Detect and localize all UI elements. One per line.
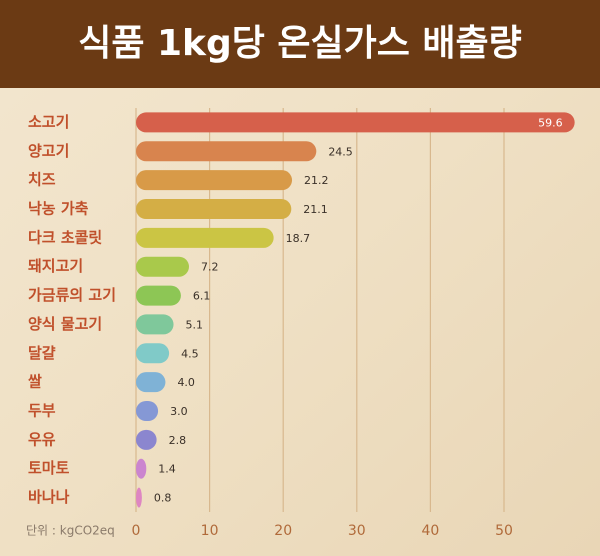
x-tick-label: 0 [132, 523, 141, 539]
bar [136, 458, 147, 479]
bar [136, 487, 142, 508]
value-label: 4.0 [177, 376, 195, 389]
y-tick-label: 우유 [28, 430, 56, 448]
chart-title: 식품 1kg당 온실가스 배출량 [78, 23, 522, 64]
y-tick-label: 달걀 [28, 344, 56, 362]
x-tick-label: 50 [495, 523, 513, 539]
bar [136, 372, 166, 393]
y-tick-label: 가금류의 고기 [28, 286, 116, 304]
y-tick-label: 양고기 [28, 142, 69, 160]
title-banner [0, 0, 600, 88]
value-label: 21.1 [303, 203, 328, 216]
bar [136, 112, 575, 133]
value-label: 6.1 [193, 290, 211, 303]
value-label: 2.8 [169, 434, 187, 447]
y-tick-label: 양식 물고기 [28, 315, 102, 333]
x-tick-label: 40 [421, 523, 439, 539]
x-tick-label: 30 [348, 523, 366, 539]
bar [136, 256, 189, 277]
bar [136, 343, 170, 364]
value-label: 5.1 [186, 318, 204, 331]
value-label: 3.0 [170, 405, 188, 418]
y-tick-label: 낙농 가축 [28, 200, 89, 218]
bar [136, 314, 174, 335]
value-label: 7.2 [201, 261, 219, 274]
unit-note: 단위 : kgCO2eq [26, 524, 115, 538]
value-label: 0.8 [154, 492, 172, 505]
value-label: 18.7 [286, 232, 311, 245]
bar [136, 285, 181, 306]
y-tick-label: 돼지고기 [28, 257, 83, 275]
bar [136, 401, 159, 421]
y-tick-label: 치즈 [28, 171, 56, 189]
y-tick-label: 쌀 [28, 373, 42, 391]
bar [136, 227, 274, 248]
bar [136, 199, 292, 219]
y-tick-label: 바나나 [28, 488, 70, 506]
value-label: 59.6 [538, 116, 563, 129]
value-label: 24.5 [328, 145, 353, 158]
y-tick-label: 토마토 [28, 459, 70, 477]
x-tick-label: 20 [274, 523, 292, 539]
bar [136, 429, 157, 450]
value-label: 1.4 [158, 463, 176, 476]
value-label: 4.5 [181, 347, 199, 360]
bar [136, 170, 293, 191]
y-tick-label: 다크 초콜릿 [28, 228, 102, 246]
y-tick-label: 두부 [28, 402, 56, 420]
x-tick-label: 10 [201, 523, 219, 539]
value-label: 21.2 [304, 174, 329, 187]
y-tick-label: 소고기 [28, 113, 69, 131]
bar [136, 141, 317, 162]
